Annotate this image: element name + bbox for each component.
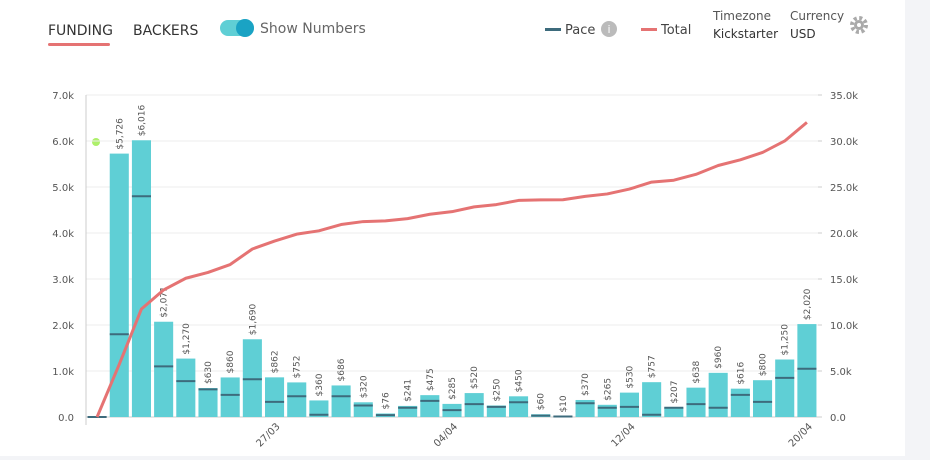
bar [265, 377, 284, 417]
value-label: $450 [515, 369, 525, 392]
bar [509, 396, 528, 417]
bar [753, 380, 772, 417]
bar [664, 407, 683, 417]
bar [731, 389, 750, 417]
value-label: $207 [670, 381, 680, 404]
y2-tick-label: 30.0k [830, 137, 858, 148]
legend-swatch [641, 28, 657, 31]
value-label: $475 [426, 368, 436, 391]
currency-value[interactable]: USD [790, 27, 816, 41]
bar [132, 140, 151, 417]
settings-icon[interactable] [852, 18, 866, 32]
toggle-label: Show Numbers [260, 21, 366, 37]
value-label: $862 [271, 350, 281, 373]
value-label: $638 [692, 360, 702, 383]
value-label: $370 [581, 373, 591, 396]
bar [198, 388, 217, 417]
bar [354, 402, 373, 417]
value-label: $2,020 [803, 288, 813, 320]
chart: FUNDING BACKERS Show Numbers Pace i Tota… [0, 0, 905, 456]
x-tick-label: 12/04 [609, 421, 637, 449]
y-tick-label: 4.0k [52, 229, 74, 240]
value-label: $630 [204, 361, 214, 384]
value-label: $76 [381, 392, 391, 409]
value-label: $241 [404, 379, 414, 402]
y2-tick-label: 5.0k [830, 367, 852, 378]
value-label: $265 [603, 378, 613, 401]
y-tick-label: 1.0k [52, 367, 74, 378]
x-tick-label: 27/03 [255, 421, 283, 449]
bar [620, 393, 639, 417]
y-tick-label: 5.0k [52, 183, 74, 194]
y2-tick-label: 35.0k [830, 91, 858, 102]
value-label: $860 [226, 350, 236, 373]
gear-hole [857, 23, 861, 27]
y2-tick-label: 15.0k [830, 275, 858, 286]
bar [420, 395, 439, 417]
bar [797, 324, 816, 417]
bar [154, 322, 173, 417]
x-tick-label: 04/04 [432, 421, 460, 449]
value-label: $530 [625, 365, 635, 388]
y2-tick-label: 0.0 [830, 413, 846, 424]
info-i: i [607, 23, 610, 36]
currency-label: Currency [790, 9, 844, 23]
value-label: $960 [714, 346, 724, 369]
card: FUNDING BACKERS Show Numbers Pace i Tota… [0, 0, 905, 456]
bar [332, 385, 351, 417]
legend-label[interactable]: Total [660, 23, 691, 38]
value-label: $1,270 [182, 323, 192, 355]
y-tick-label: 7.0k [52, 91, 74, 102]
bar [598, 405, 617, 417]
tab-backers[interactable]: BACKERS [133, 23, 198, 39]
x-tick-label: 20/04 [787, 421, 815, 449]
legend-label[interactable]: Pace [565, 23, 595, 38]
bar [709, 373, 728, 417]
legend-swatch [545, 28, 561, 31]
bar [243, 339, 262, 417]
bar [287, 382, 306, 417]
value-label: $752 [293, 356, 303, 379]
y2-tick-label: 20.0k [830, 229, 858, 240]
value-label: $686 [337, 358, 347, 381]
tab-underline [48, 43, 110, 46]
bar [642, 382, 661, 417]
value-label: $616 [736, 361, 746, 384]
value-label: $10 [559, 395, 569, 412]
event-marker[interactable] [92, 138, 100, 146]
bar [176, 359, 195, 417]
y-tick-label: 0.0 [58, 413, 74, 424]
value-label: $6,016 [137, 104, 147, 136]
bar [686, 388, 705, 417]
bar [221, 377, 240, 417]
y-tick-label: 2.0k [52, 321, 74, 332]
value-label: $800 [759, 353, 769, 376]
timezone-value[interactable]: Kickstarter [713, 27, 778, 41]
value-label: $320 [359, 375, 369, 398]
y2-tick-label: 10.0k [830, 321, 858, 332]
value-label: $1,250 [781, 324, 791, 356]
bar [775, 360, 794, 418]
value-label: $60 [537, 393, 547, 410]
tab-funding[interactable]: FUNDING [48, 23, 113, 39]
value-label: $5,726 [115, 118, 125, 150]
value-label: $360 [315, 373, 325, 396]
timezone-label: Timezone [712, 9, 771, 23]
value-label: $520 [470, 366, 480, 389]
y2-tick-label: 25.0k [830, 183, 858, 194]
value-label: $285 [448, 377, 458, 400]
value-label: $250 [492, 378, 502, 401]
toggle-knob[interactable] [236, 19, 254, 37]
value-label: $757 [648, 355, 658, 378]
value-label: $1,690 [248, 303, 258, 335]
y-tick-label: 6.0k [52, 137, 74, 148]
y-tick-label: 3.0k [52, 275, 74, 286]
